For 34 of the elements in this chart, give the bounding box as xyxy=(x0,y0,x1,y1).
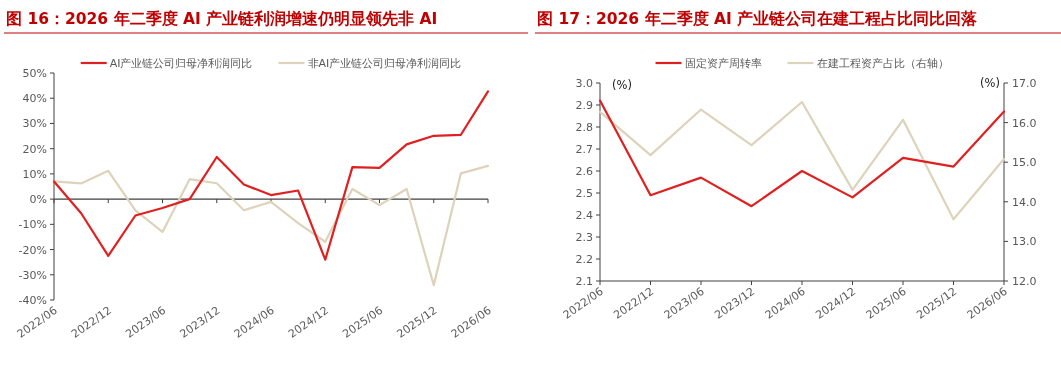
legend-label: 在建工程资产占比（右轴） xyxy=(816,57,949,70)
y-tick-label: 40% xyxy=(22,92,47,106)
y-tick-label: -40% xyxy=(18,294,47,307)
y-tick-label: 3.0 xyxy=(575,77,593,90)
y-tick-label: -20% xyxy=(18,243,47,257)
y-tick-label: 2.9 xyxy=(575,99,593,112)
y-tick-label: 10% xyxy=(22,167,47,181)
y-tick-label: 30% xyxy=(22,117,47,131)
chart-title: 图 16：2026 年二季度 AI 产业链利润增速仍明显领先非 AI xyxy=(6,9,438,28)
y-tick-label: -30% xyxy=(18,268,47,282)
y-tick-label: 20% xyxy=(22,142,47,156)
y2-tick-label: 12.0 xyxy=(1012,275,1037,288)
legend-label: 固定资产周转率 xyxy=(684,57,762,70)
y-tick-label: 2.2 xyxy=(575,253,593,266)
y-tick-label: 50% xyxy=(22,67,47,80)
legend-label: AI产业链公司归母净利润同比 xyxy=(109,57,253,70)
y-tick-label: 2.7 xyxy=(575,143,593,156)
y-tick-label: -10% xyxy=(18,218,47,232)
y-tick-label: 2.8 xyxy=(575,121,593,134)
y-tick-label: 2.4 xyxy=(575,209,593,222)
chart-title: 图 17：2026 年二季度 AI 产业链公司在建工程占比同比回落 xyxy=(537,9,978,28)
y-tick-label: 2.1 xyxy=(575,275,593,288)
y-tick-label: 2.6 xyxy=(575,165,593,178)
y2-axis-title: (%) xyxy=(980,76,1000,90)
y-tick-label: 0% xyxy=(29,193,47,207)
y2-tick-label: 14.0 xyxy=(1012,195,1037,209)
y-axis-title: (%) xyxy=(612,78,632,92)
y2-tick-label: 17.0 xyxy=(1012,77,1037,90)
y2-tick-label: 15.0 xyxy=(1012,156,1037,170)
y2-tick-label: 13.0 xyxy=(1012,235,1037,249)
y-tick-label: 2.5 xyxy=(575,187,593,200)
y2-tick-label: 16.0 xyxy=(1012,116,1037,130)
y-tick-label: 2.3 xyxy=(575,231,593,244)
legend-label: 非AI产业链公司归母净利润同比 xyxy=(307,57,462,70)
